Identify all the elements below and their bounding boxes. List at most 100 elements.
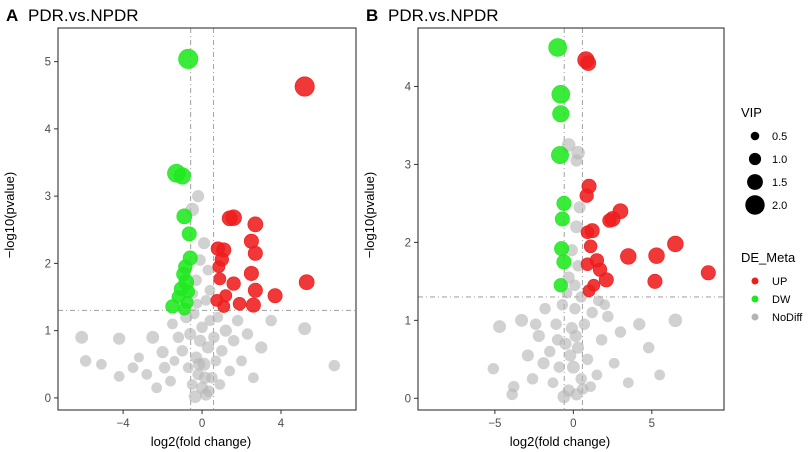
panel-b-point-nodiff <box>570 220 583 234</box>
panel-b-point-dw <box>556 195 572 211</box>
panel-a-point-nodiff <box>203 385 215 397</box>
panel-a-point-nodiff <box>204 284 216 296</box>
panel-a-ytick-label: 1 <box>45 326 51 338</box>
panel-a-point-nodiff <box>172 331 185 344</box>
panel-b-point-nodiff <box>608 357 620 369</box>
panel-a-point-nodiff <box>113 332 126 345</box>
panel-b-point-up <box>580 257 595 271</box>
panel-b-point-nodiff <box>633 318 646 331</box>
panel-a-xtick-label: 4 <box>278 418 285 430</box>
panel-a-point-nodiff <box>214 379 226 390</box>
panel-a-point-nodiff <box>212 311 224 323</box>
panel-b-letter: B <box>366 6 378 25</box>
panel-b-point-nodiff <box>585 381 596 392</box>
panel-a-point-nodiff <box>133 352 144 363</box>
panel-b-axes: −5 0 5 0 1 2 3 4 <box>405 81 655 430</box>
panel-b-point-nodiff <box>553 361 565 373</box>
panel-b-point-dw <box>554 241 570 257</box>
panel-b-point-up <box>582 284 596 298</box>
panel-a-point-nodiff <box>188 390 202 404</box>
panel-a-xtick-label: 0 <box>199 418 205 430</box>
panel-b-point-dw <box>556 254 572 270</box>
panel-b-ytick-label: 4 <box>405 81 412 93</box>
legend-vip-dot <box>747 174 763 190</box>
panel-b-point-nodiff <box>586 306 598 319</box>
panel-b-point-nodiff <box>570 154 583 167</box>
panel-a-point-nodiff <box>151 382 163 394</box>
panel-a-point-nodiff <box>255 341 268 354</box>
panel-b-point-up <box>580 55 597 71</box>
panel-a-xtick-label: −4 <box>117 418 131 430</box>
panel-b-point-nodiff <box>539 302 551 315</box>
panel-a-ytick-label: 2 <box>45 258 51 270</box>
panel-b-point-dw <box>548 38 567 57</box>
panel-b-point-nodiff <box>521 349 534 362</box>
panel-b-point-up <box>583 239 598 254</box>
legend-meta-dot-dw <box>751 295 759 303</box>
panel-b-point-up <box>647 273 663 289</box>
panel-b-point-dw <box>551 84 571 104</box>
panel-a-point-up <box>294 76 315 97</box>
panel-a-point-nodiff <box>165 375 176 387</box>
panel-a-ytick-label: 0 <box>45 393 51 405</box>
legend-vip-dot <box>748 152 762 166</box>
panel-b-xtick-label: −5 <box>488 418 501 430</box>
panel-b-point-nodiff <box>537 357 550 370</box>
panel-a-point-up <box>247 245 263 261</box>
panel-a-point-nodiff <box>210 355 222 367</box>
panel-a-point-nodiff <box>192 190 205 203</box>
panel-a-thresholds <box>58 28 356 410</box>
panel-a-point-nodiff <box>186 379 198 390</box>
panel-a-point-nodiff <box>184 327 197 341</box>
legend-vip-label: 2.0 <box>772 200 787 212</box>
panel-a-point-dw <box>176 208 193 225</box>
panel-b-point-nodiff <box>526 373 539 385</box>
panel-b-point-nodiff <box>581 353 594 366</box>
panel-a-point-nodiff <box>167 318 178 330</box>
panel-b-point-nodiff <box>668 313 683 328</box>
panel-a-point-nodiff <box>208 331 220 344</box>
panel-b-point-nodiff <box>564 349 577 362</box>
panel-b-point-nodiff <box>493 320 507 334</box>
panel-a-point-nodiff <box>192 298 203 309</box>
panel-b-ylabel: −log10(pvalue) <box>362 172 377 258</box>
panel-b-point-nodiff <box>550 318 562 330</box>
panel-a-point-up <box>213 272 227 286</box>
panel-a-point-nodiff <box>113 370 125 382</box>
panel-a-point-nodiff <box>146 330 160 344</box>
panel-b-point-nodiff <box>622 377 634 389</box>
panel-b-point-nodiff <box>551 334 564 346</box>
panel-b-point-nodiff <box>591 369 603 381</box>
panel-a-point-dw <box>178 48 199 69</box>
panel-a-point-up <box>267 288 283 304</box>
panel-b-point-nodiff <box>557 390 571 404</box>
panel-b-points <box>487 38 716 404</box>
panel-a-point-nodiff <box>127 362 139 374</box>
panel-a-point-nodiff <box>241 328 254 340</box>
panel-a-point-nodiff <box>201 341 215 354</box>
panel-b-point-nodiff <box>578 318 591 330</box>
legend-meta-dot-nodiff <box>751 313 759 321</box>
panel-a-point-nodiff <box>169 355 180 366</box>
legend-vip-label: 1.5 <box>772 177 787 189</box>
panel-b-point-up <box>598 272 614 288</box>
panel-b-point-nodiff <box>593 295 604 307</box>
legend-meta-dot-up <box>751 277 759 285</box>
panel-b-ytick-label: 1 <box>405 315 411 327</box>
panel-a-point-nodiff <box>141 368 153 380</box>
panel-a: A PDR.vs.NPDR log2(fold change) −log10(p… <box>2 6 357 449</box>
panel-a-point-nodiff <box>156 346 169 359</box>
panel-a-point-dw <box>173 167 191 185</box>
panel-b-point-nodiff <box>532 329 545 343</box>
panel-a-point-up <box>245 297 261 313</box>
panel-b-point-nodiff <box>529 318 542 330</box>
panel-a-axes: −4 0 4 0 1 2 3 4 5 <box>45 57 285 430</box>
panel-a-point-nodiff <box>265 314 277 327</box>
panel-b-point-up <box>580 225 595 240</box>
panel-b-point-up <box>579 188 594 203</box>
panel-a-point-up <box>221 210 238 227</box>
panel-b-point-nodiff <box>569 279 581 292</box>
panel-a-point-nodiff <box>219 324 232 337</box>
panel-a-ylabel: −log10(pvalue) <box>2 172 17 258</box>
legend-meta-title: DE_Meta <box>741 250 796 265</box>
